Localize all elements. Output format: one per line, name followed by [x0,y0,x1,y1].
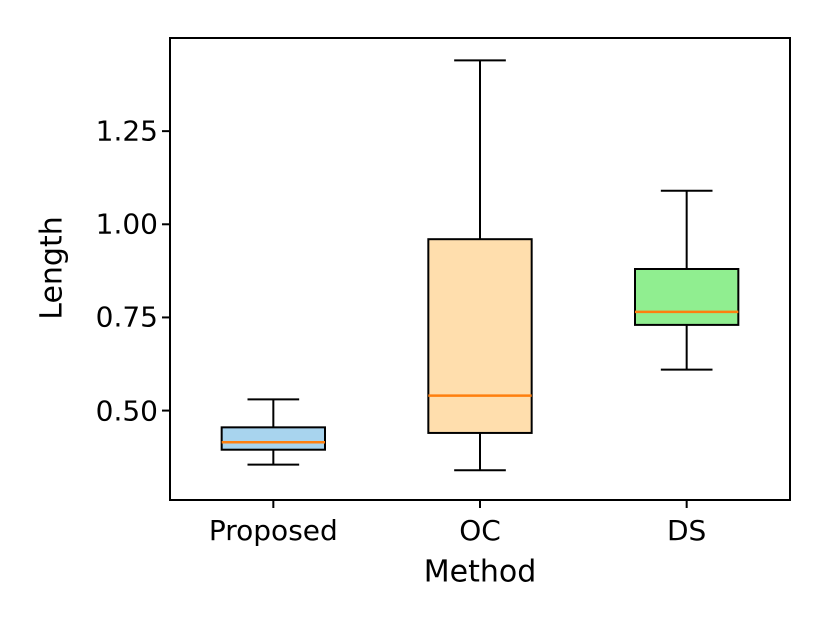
y-tick-label: 1.00 [95,207,158,241]
y-axis-label: Length [34,216,70,320]
x-tick-label-proposed: Proposed [208,514,338,547]
x-axis-label: Method [423,554,537,590]
y-tick-label: 0.75 [95,300,158,334]
box-proposed [220,398,327,466]
box-ds [634,189,740,371]
y-tick-label: 1.25 [95,114,158,148]
x-tick-label-oc: OC [459,514,501,547]
x-tick-label-ds: DS [666,514,707,547]
iqr-box [634,268,740,326]
box-oc [427,59,533,472]
iqr-box [427,238,533,434]
y-tick-label: 0.50 [95,394,158,428]
iqr-box [220,426,327,451]
